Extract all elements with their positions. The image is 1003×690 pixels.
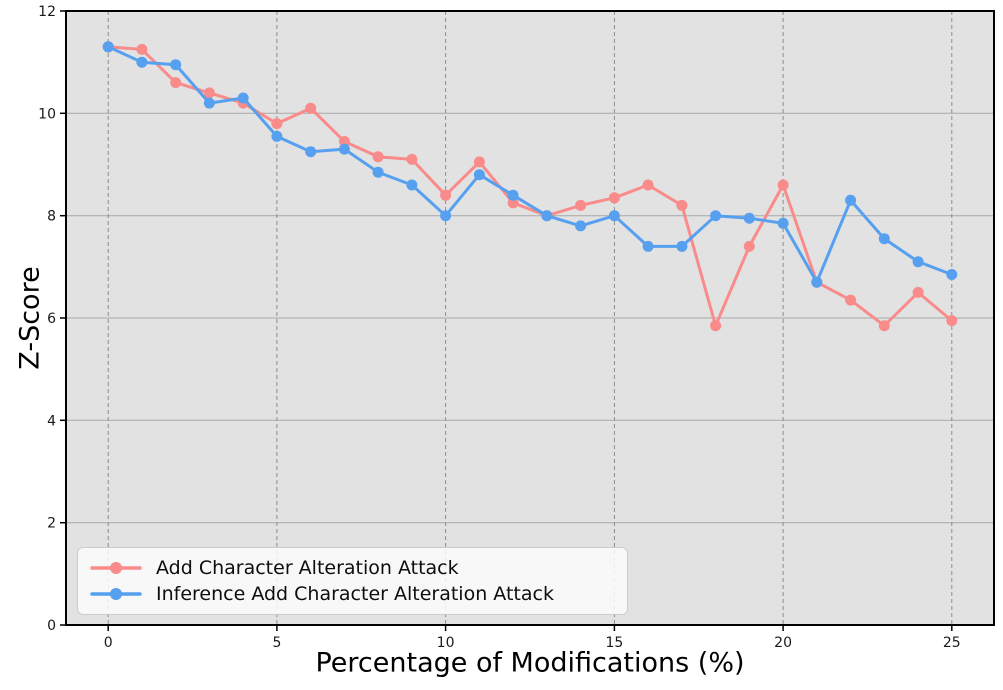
data-point-inference-add-character-alteration-attack	[710, 210, 722, 222]
data-point-add-character-alteration-attack	[946, 315, 958, 327]
data-point-inference-add-character-alteration-attack	[811, 276, 823, 288]
data-point-add-character-alteration-attack	[575, 199, 587, 211]
legend-item-add-character: Add Character Alteration Attack	[90, 557, 617, 579]
data-point-add-character-alteration-attack	[642, 179, 654, 191]
data-point-inference-add-character-alteration-attack	[946, 269, 958, 280]
data-point-add-character-alteration-attack	[440, 189, 452, 201]
data-point-inference-add-character-alteration-attack	[372, 166, 384, 178]
data-point-inference-add-character-alteration-attack	[440, 210, 452, 222]
data-point-inference-add-character-alteration-attack	[305, 146, 317, 158]
data-point-inference-add-character-alteration-attack	[676, 240, 688, 252]
data-point-inference-add-character-alteration-attack	[102, 41, 114, 53]
data-point-inference-add-character-alteration-attack	[170, 59, 182, 71]
data-point-add-character-alteration-attack	[203, 87, 215, 99]
data-point-inference-add-character-alteration-attack	[743, 212, 755, 224]
legend-label: Inference Add Character Alteration Attac…	[156, 583, 554, 606]
data-point-add-character-alteration-attack	[170, 77, 182, 89]
y-tick-label: 6	[47, 311, 56, 327]
y-tick-label: 2	[47, 516, 56, 532]
data-point-add-character-alteration-attack	[743, 240, 755, 252]
data-point-add-character-alteration-attack	[710, 320, 722, 332]
data-point-add-character-alteration-attack	[845, 294, 857, 306]
legend-label: Add Character Alteration Attack	[156, 556, 459, 579]
data-point-add-character-alteration-attack	[912, 286, 924, 298]
x-tick-label: 15	[605, 635, 623, 651]
data-point-inference-add-character-alteration-attack	[575, 220, 587, 232]
legend-marker	[110, 561, 122, 574]
data-point-add-character-alteration-attack	[507, 197, 519, 209]
x-tick-label: 10	[437, 635, 455, 651]
data-point-inference-add-character-alteration-attack	[642, 240, 654, 252]
data-point-add-character-alteration-attack	[777, 179, 789, 191]
data-point-add-character-alteration-attack	[878, 320, 890, 332]
data-point-inference-add-character-alteration-attack	[271, 130, 283, 142]
legend-item-inference-add-character: Inference Add Character Alteration Attac…	[90, 583, 617, 605]
data-point-add-character-alteration-attack	[676, 199, 688, 211]
data-point-inference-add-character-alteration-attack	[541, 210, 553, 222]
data-point-inference-add-character-alteration-attack	[912, 256, 924, 268]
data-point-inference-add-character-alteration-attack	[845, 194, 857, 206]
x-tick-label: 5	[272, 635, 281, 651]
data-point-add-character-alteration-attack	[136, 43, 148, 55]
data-point-inference-add-character-alteration-attack	[473, 169, 485, 181]
legend-marker	[110, 588, 122, 601]
data-point-inference-add-character-alteration-attack	[203, 97, 215, 109]
data-point-inference-add-character-alteration-attack	[878, 233, 890, 245]
x-tick-label: 25	[943, 635, 961, 651]
data-point-inference-add-character-alteration-attack	[608, 210, 620, 222]
x-axis-label: Percentage of Modifications (%)	[315, 647, 745, 679]
legend-line-marker-icon	[90, 588, 142, 601]
data-point-add-character-alteration-attack	[305, 102, 317, 114]
series-line-inference-add-character-alteration-attack	[106, 45, 954, 284]
data-point-add-character-alteration-attack	[473, 156, 485, 168]
data-point-add-character-alteration-attack	[372, 151, 384, 163]
data-point-inference-add-character-alteration-attack	[136, 56, 148, 68]
y-tick-label: 12	[38, 4, 56, 20]
y-axis-label: Z-Score	[14, 266, 46, 370]
y-tick-label: 10	[38, 106, 56, 122]
data-point-inference-add-character-alteration-attack	[507, 189, 519, 201]
y-tick-label: 8	[47, 209, 56, 225]
data-point-inference-add-character-alteration-attack	[406, 179, 418, 191]
legend: Add Character Alteration Attack Inferenc…	[77, 547, 628, 615]
data-point-add-character-alteration-attack	[608, 192, 620, 204]
x-tick-label: 0	[104, 635, 113, 651]
data-point-inference-add-character-alteration-attack	[237, 92, 249, 104]
x-tick-label: 20	[774, 635, 792, 651]
y-tick-label: 4	[47, 413, 56, 429]
data-point-inference-add-character-alteration-attack	[338, 143, 350, 155]
legend-line-marker-icon	[90, 561, 142, 574]
data-point-add-character-alteration-attack	[271, 118, 283, 130]
data-point-add-character-alteration-attack	[338, 136, 350, 147]
data-point-add-character-alteration-attack	[406, 153, 418, 165]
data-point-inference-add-character-alteration-attack	[777, 217, 789, 229]
y-tick-label: 0	[47, 618, 56, 634]
